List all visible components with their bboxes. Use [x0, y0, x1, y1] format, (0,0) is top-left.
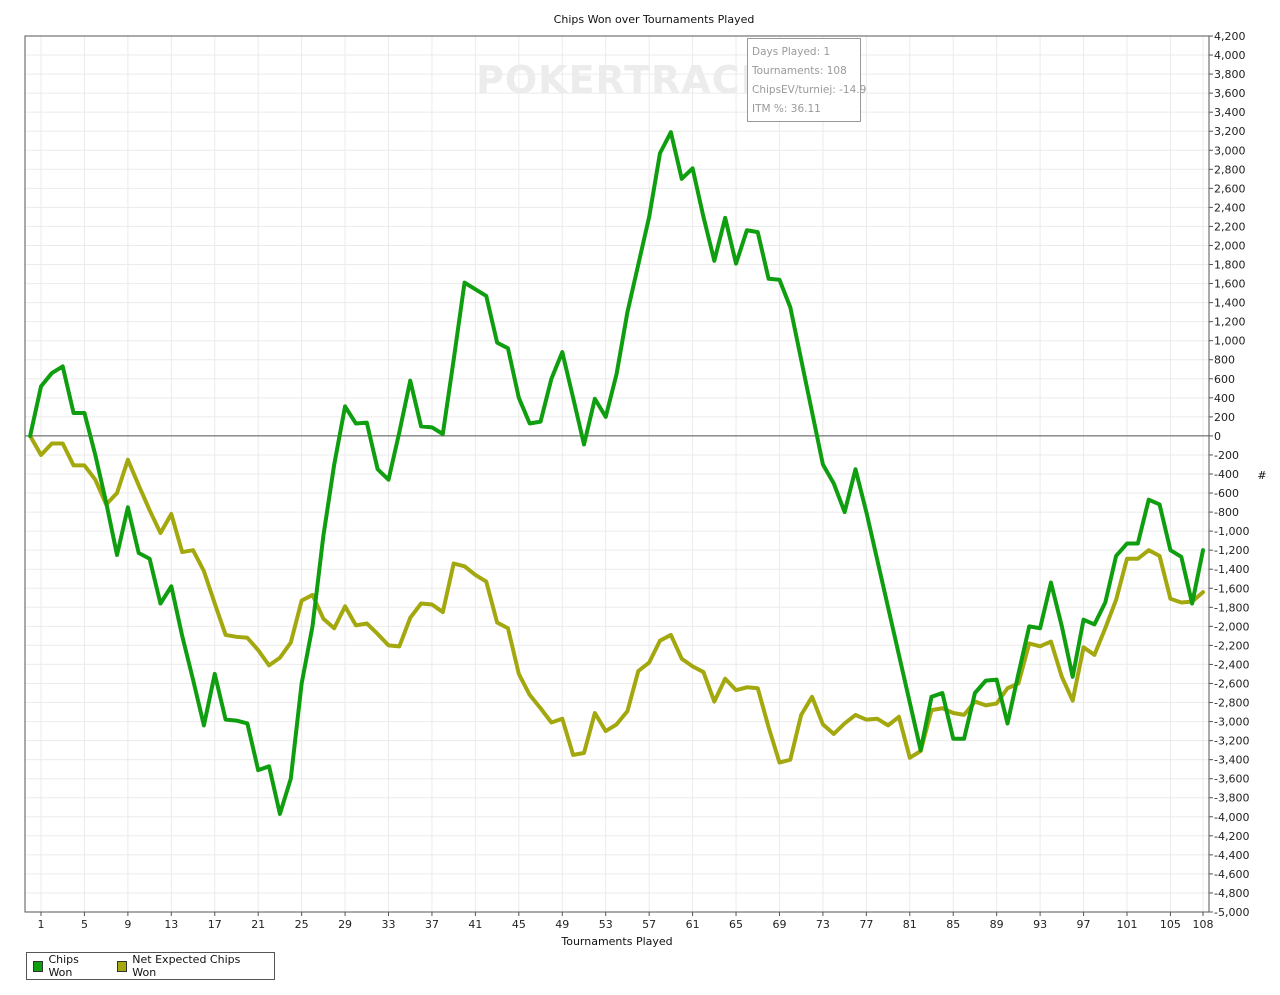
x-tick-label: 77 [859, 918, 873, 931]
legend: Chips Won Net Expected Chips Won [26, 952, 275, 980]
y-tick-label: 3,200 [1214, 125, 1246, 138]
x-tick-label: 1 [38, 918, 45, 931]
x-tick-label: 69 [772, 918, 786, 931]
axes: 4,200 4,000 3,800 3,600 3,400 3,200 3,000 2,800… [24, 30, 1249, 931]
x-tick-label: 108 [1193, 918, 1214, 931]
tooltip-tournaments: Tournaments: 108 [752, 65, 847, 77]
y-tick-label: -2,200 [1214, 639, 1249, 652]
y-tick-label: -1,400 [1214, 563, 1249, 576]
y-tick-label: 2,200 [1214, 220, 1246, 233]
y-tick-label: -3,400 [1214, 754, 1249, 767]
y-tick-label: -200 [1214, 449, 1239, 462]
x-tick-label: 73 [816, 918, 830, 931]
y-tick-label: 4,200 [1214, 30, 1246, 43]
y-tick-label: -5,000 [1214, 906, 1249, 919]
y-tick-label: -4,600 [1214, 868, 1249, 881]
y-tick-label: 2,000 [1214, 239, 1246, 252]
y-tick-label: 3,600 [1214, 87, 1246, 100]
legend-item-chips-won[interactable]: Chips Won [33, 953, 103, 979]
y-tick-label: -1,000 [1214, 525, 1249, 538]
y-tick-label: -1,600 [1214, 582, 1249, 595]
x-tick-label: 93 [1033, 918, 1047, 931]
x-tick-label: 101 [1116, 918, 1137, 931]
legend-swatch-net-expected [116, 960, 128, 972]
y-tick-label: 2,400 [1214, 201, 1246, 214]
y-tick-label: 2,800 [1214, 163, 1246, 176]
tooltip-chipsev: ChipsEV/turniej: -14.9 [752, 84, 867, 96]
x-tick-label: 81 [903, 918, 917, 931]
y-tick-label: -800 [1214, 506, 1239, 519]
y-tick-label: -2,000 [1214, 620, 1249, 633]
y-tick-label: 3,000 [1214, 144, 1246, 157]
y-tick-label: -2,600 [1214, 677, 1249, 690]
x-tick-label: 25 [295, 918, 309, 931]
y-tick-label: 400 [1214, 392, 1235, 405]
x-tick-label: 85 [946, 918, 960, 931]
chart-title: Chips Won over Tournaments Played [554, 13, 755, 26]
y-axis-title: # [1257, 469, 1266, 482]
x-tick-label: 53 [599, 918, 613, 931]
series-line-net-expected-chips-won[interactable] [28, 433, 1205, 765]
y-tick-label: -1,800 [1214, 601, 1249, 614]
y-tick-label: -2,400 [1214, 658, 1249, 671]
x-tick-label: 89 [990, 918, 1004, 931]
y-tick-label: 4,000 [1214, 49, 1246, 62]
x-tick-label: 5 [81, 918, 88, 931]
y-tick-label: -1,200 [1214, 544, 1249, 557]
y-tick-label: -4,800 [1214, 887, 1249, 900]
y-tick-label: -4,000 [1214, 811, 1249, 824]
x-tick-label: 57 [642, 918, 656, 931]
y-tick-label: -3,200 [1214, 735, 1249, 748]
legend-item-net-expected[interactable]: Net Expected Chips Won [116, 953, 260, 979]
y-tick-label: 200 [1214, 411, 1235, 424]
y-tick-label: 3,800 [1214, 68, 1246, 81]
y-tick-label: 1,000 [1214, 335, 1246, 348]
tooltip-itm: ITM %: 36.11 [752, 103, 821, 115]
tooltip: Days Played: 1 Tournaments: 108 ChipsEV/… [747, 38, 867, 122]
x-tick-label: 65 [729, 918, 743, 931]
x-tick-label: 13 [164, 918, 178, 931]
y-tick-label: 1,400 [1214, 297, 1246, 310]
x-tick-label: 105 [1160, 918, 1181, 931]
x-tick-label: 45 [512, 918, 526, 931]
y-tick-label: -3,800 [1214, 792, 1249, 805]
x-tick-label: 41 [468, 918, 482, 931]
x-tick-label: 9 [124, 918, 131, 931]
x-tick-label: 33 [382, 918, 396, 931]
y-tick-label: 0 [1214, 430, 1221, 443]
series-line-chips-won[interactable] [28, 130, 1205, 816]
y-tick-label: 1,600 [1214, 278, 1246, 291]
x-tick-label: 61 [686, 918, 700, 931]
y-tick-label: -4,400 [1214, 849, 1249, 862]
y-tick-label: -4,200 [1214, 830, 1249, 843]
tooltip-days-played: Days Played: 1 [752, 46, 831, 58]
y-tick-label: 2,600 [1214, 182, 1246, 195]
series-lines [28, 130, 1205, 816]
legend-swatch-chips-won [33, 960, 44, 972]
x-tick-label: 37 [425, 918, 439, 931]
x-tick-label: 97 [1077, 918, 1091, 931]
y-tick-label: -2,800 [1214, 697, 1249, 710]
x-tick-label: 21 [251, 918, 265, 931]
y-tick-label: -3,000 [1214, 716, 1249, 729]
legend-label-chips-won: Chips Won [48, 953, 79, 979]
y-tick-label: 600 [1214, 373, 1235, 386]
y-tick-label: -400 [1214, 468, 1239, 481]
x-tick-label: 29 [338, 918, 352, 931]
y-tick-label: -3,600 [1214, 773, 1249, 786]
y-tick-label: -600 [1214, 487, 1239, 500]
y-tick-label: 800 [1214, 354, 1235, 367]
y-tick-label: 1,200 [1214, 316, 1246, 329]
x-axis-title: Tournaments Played [560, 935, 672, 948]
y-tick-label: 3,400 [1214, 106, 1246, 119]
legend-label-net-expected: Net Expected Chips Won [132, 953, 241, 979]
grid [25, 35, 1209, 913]
x-tick-label: 17 [208, 918, 222, 931]
y-tick-label: 1,800 [1214, 259, 1246, 272]
x-tick-label: 49 [555, 918, 569, 931]
